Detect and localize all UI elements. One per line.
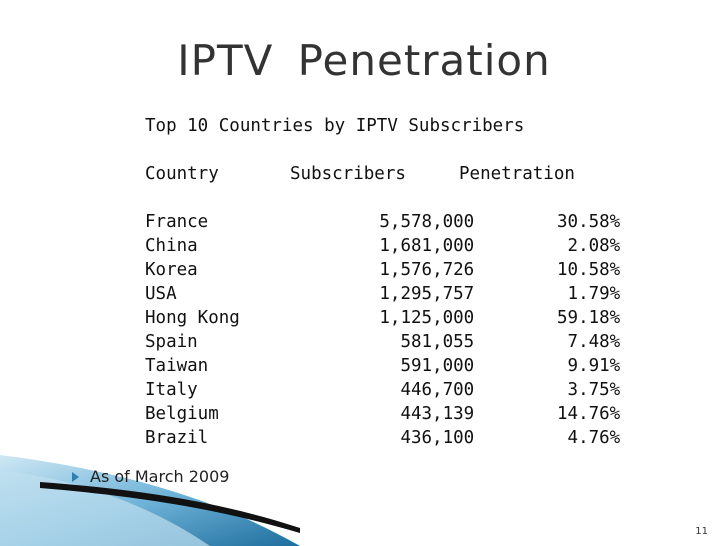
subscribers-cell: 1,295,757 (379, 284, 475, 304)
country-cell: Brazil (145, 428, 209, 448)
penetration-cell: 2.08% (567, 236, 621, 256)
country-cell: China (145, 236, 198, 256)
table-header-row: Country Subscribers Penetration (145, 164, 575, 188)
subscribers-cell: 443,139 (400, 404, 475, 424)
page-number: 11 (695, 526, 708, 537)
country-cell: Belgium (145, 404, 219, 424)
subscribers-cell: 1,125,000 (379, 308, 475, 328)
country-cell: Spain (145, 332, 198, 352)
penetration-cell: 10.58% (557, 260, 621, 280)
penetration-cell: 7.48% (567, 332, 621, 352)
table-row: France 5,578,000 30.58% (145, 212, 620, 236)
penetration-cell: 1.79% (567, 284, 621, 304)
country-cell: Taiwan (145, 356, 209, 376)
penetration-cell: 14.76% (557, 404, 621, 424)
country-cell: Korea (145, 260, 198, 280)
table-row: Korea 1,576,726 10.58% (145, 260, 620, 284)
table-row: Hong Kong 1,125,000 59.18% (145, 308, 620, 332)
table-row: Taiwan 591,000 9.91% (145, 356, 620, 380)
table-row: China 1,681,000 2.08% (145, 236, 620, 260)
table-row: Spain 581,055 7.48% (145, 332, 620, 356)
country-cell: France (145, 212, 209, 232)
slide-title: IPTV Penetration (177, 36, 551, 85)
penetration-cell: 9.91% (567, 356, 621, 376)
penetration-cell: 30.58% (557, 212, 621, 232)
table-title: Top 10 Countries by IPTV Subscribers (145, 116, 525, 136)
column-header-country: Country (145, 164, 219, 184)
bullet-text: As of March 2009 (90, 467, 230, 486)
swoosh-dark-shape (40, 482, 300, 533)
subscribers-cell: 436,100 (400, 428, 475, 448)
subscribers-cell: 5,578,000 (379, 212, 475, 232)
country-cell: Hong Kong (145, 308, 240, 328)
triangle-bullet-icon (72, 471, 79, 482)
subscribers-cell: 1,681,000 (379, 236, 475, 256)
bullet-item: As of March 2009 (72, 467, 229, 486)
subscribers-cell: 581,055 (400, 332, 475, 352)
country-cell: USA (145, 284, 177, 304)
penetration-cell: 4.76% (567, 428, 621, 448)
country-cell: Italy (145, 380, 198, 400)
table-row: USA 1,295,757 1.79% (145, 284, 620, 308)
subscribers-cell: 1,576,726 (379, 260, 475, 280)
table-row: Italy 446,700 3.75% (145, 380, 620, 404)
table-row: Brazil 436,100 4.76% (145, 428, 620, 452)
subscribers-cell: 591,000 (400, 356, 475, 376)
column-header-subscribers: Subscribers (290, 164, 406, 184)
column-header-penetration: Penetration (459, 164, 575, 184)
subscribers-cell: 446,700 (400, 380, 475, 400)
penetration-cell: 3.75% (567, 380, 621, 400)
table-row: Belgium 443,139 14.76% (145, 404, 620, 428)
penetration-cell: 59.18% (557, 308, 621, 328)
